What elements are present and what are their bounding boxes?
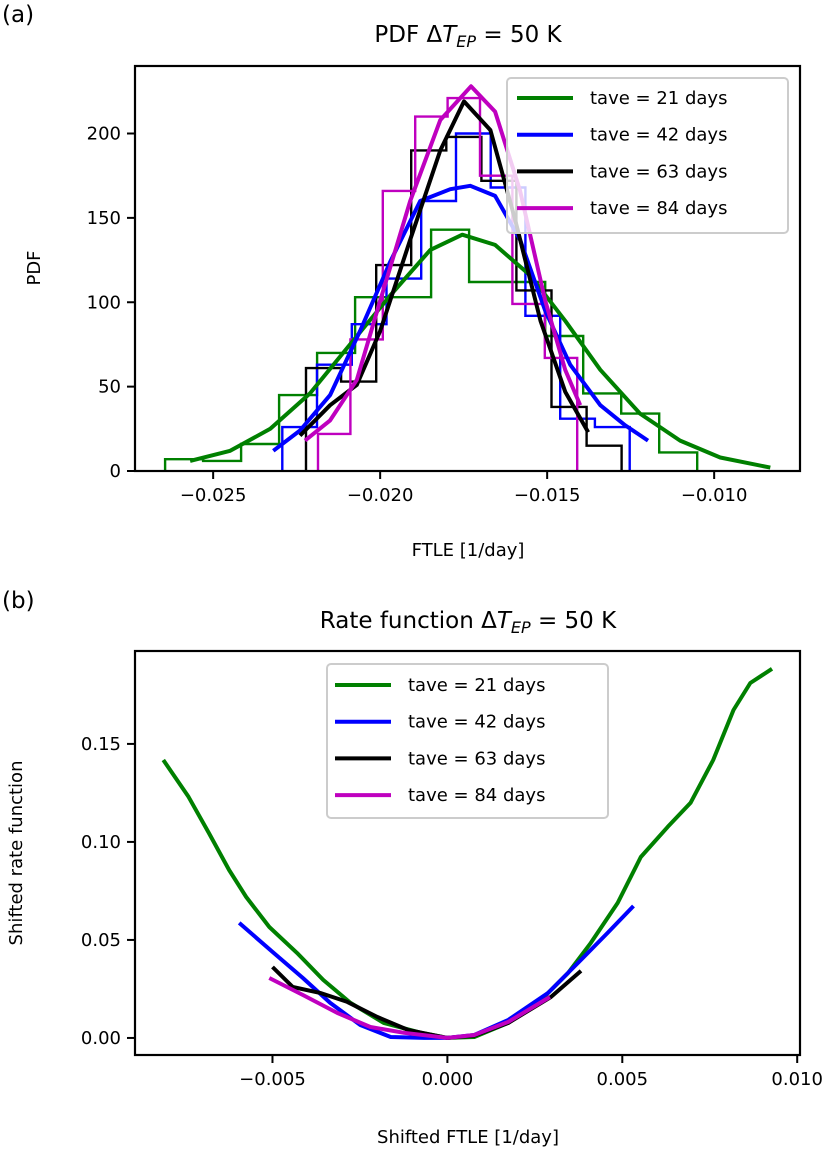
chart-title-b: Rate function ΔTEP = 50 K — [320, 608, 617, 637]
y-tick-label: 0.10 — [81, 832, 121, 853]
y-tick-label: 200 — [87, 124, 121, 145]
y-axis-label-b: Shifted rate function — [6, 761, 27, 946]
panel-a-pdf: (a) PDF ΔTEP = 50 K −0.025 −0.020 −0.015 −0… — [2, 2, 802, 561]
x-tick-label: −0.020 — [347, 485, 414, 506]
x-axis-label-a: FTLE [1/day] — [412, 540, 525, 561]
kde-line-tave-21-days — [189, 232, 771, 470]
legend-label-tave-21-days: tave = 21 days — [590, 88, 727, 109]
y-tick-label: 150 — [87, 208, 121, 229]
legend-label-tave-21-days: tave = 21 days — [408, 675, 545, 696]
x-tick-label: −0.025 — [180, 485, 247, 506]
legend-label-tave-84-days: tave = 84 days — [408, 785, 545, 806]
axes-frame-b — [133, 649, 802, 1057]
y-tick-label: 0.15 — [81, 734, 121, 755]
y-tick-label: 0.00 — [81, 1028, 121, 1049]
x-ticks-b: −0.005 0.000 0.005 0.010 — [239, 1055, 823, 1090]
x-tick-label: −0.010 — [681, 485, 748, 506]
kde-line-tave-84-days — [303, 84, 583, 443]
kde-line-tave-42-days — [272, 183, 650, 453]
x-axis-label-b: Shifted FTLE [1/day] — [377, 1127, 559, 1148]
x-tick-label: 0.010 — [771, 1069, 823, 1090]
x-tick-label: −0.015 — [514, 485, 581, 506]
legend-label-tave-63-days: tave = 63 days — [408, 748, 545, 769]
y-ticks-b: 0.00 0.05 0.10 0.15 — [81, 734, 135, 1049]
legend-label-tave-84-days: tave = 84 days — [590, 198, 727, 219]
legend-label-tave-42-days: tave = 42 days — [590, 125, 727, 146]
axes-frame-a — [133, 64, 802, 473]
y-axis-label-a: PDF — [24, 250, 45, 285]
rate-line-tave-84-days — [268, 976, 551, 1040]
rate-line-tave-42-days — [237, 904, 635, 1040]
legend-box-a — [506, 77, 789, 234]
x-tick-label: −0.005 — [239, 1069, 306, 1090]
x-tick-label: 0.000 — [422, 1069, 474, 1090]
rate-curves-b — [161, 667, 774, 1040]
y-tick-label: 0 — [110, 461, 121, 482]
panel-label-b: (b) — [2, 588, 35, 614]
y-tick-label: 50 — [98, 377, 121, 398]
panel-b-rate-function: (b) Rate function ΔTEP = 50 K −0.005 0.00… — [2, 588, 823, 1148]
legend-box-b — [326, 663, 609, 819]
legend-a: tave = 21 days tave = 42 days tave = 63 da… — [506, 77, 789, 234]
y-ticks-a: 0 50 100 150 200 — [87, 124, 135, 482]
y-tick-label: 0.05 — [81, 930, 121, 951]
x-ticks-a: −0.025 −0.020 −0.015 −0.010 — [180, 471, 748, 506]
kde-curves-a — [189, 84, 771, 470]
y-tick-label: 100 — [87, 292, 121, 313]
legend-label-tave-63-days: tave = 63 days — [590, 161, 727, 182]
panel-label-a: (a) — [2, 2, 34, 28]
histogram-tave-21-days — [163, 228, 699, 471]
legend-b: tave = 21 days tave = 42 days tave = 63 da… — [326, 663, 609, 819]
x-tick-label: 0.005 — [597, 1069, 649, 1090]
chart-title-a: PDF ΔTEP = 50 K — [374, 22, 562, 51]
histogram-tave-63-days — [304, 135, 623, 471]
legend-label-tave-42-days: tave = 42 days — [408, 712, 545, 733]
